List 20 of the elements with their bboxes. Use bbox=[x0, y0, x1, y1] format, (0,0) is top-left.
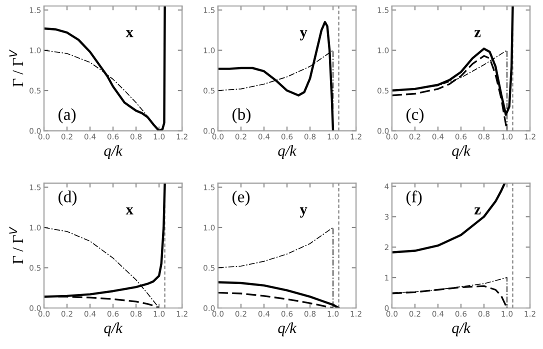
x-axis-title: q/k bbox=[278, 145, 297, 159]
annotation: z bbox=[474, 207, 481, 214]
y-axis-title: Γ / Γ$^{V}$ bbox=[9, 226, 24, 264]
annotation: (e) bbox=[232, 190, 250, 206]
annotation: (a) bbox=[58, 108, 76, 124]
annotation: (d) bbox=[58, 190, 77, 206]
annotation: y bbox=[300, 207, 308, 218]
y-axis-title: Γ / Γ$^{V}$ bbox=[9, 49, 24, 87]
x-axis-title: q/k bbox=[452, 145, 471, 159]
annotation: (c) bbox=[406, 108, 424, 124]
annotation: x bbox=[126, 207, 134, 214]
annotation: z bbox=[474, 30, 481, 38]
annotation: (f) bbox=[406, 190, 422, 206]
x-axis-title: q/k bbox=[104, 322, 123, 336]
x-axis-title: q/k bbox=[278, 322, 297, 336]
x-axis-title: q/k bbox=[452, 322, 471, 336]
x-axis-title: q/k bbox=[104, 145, 123, 159]
annotation: y bbox=[300, 30, 308, 40]
annotation: x bbox=[126, 30, 134, 38]
annotation: (b) bbox=[232, 108, 250, 124]
